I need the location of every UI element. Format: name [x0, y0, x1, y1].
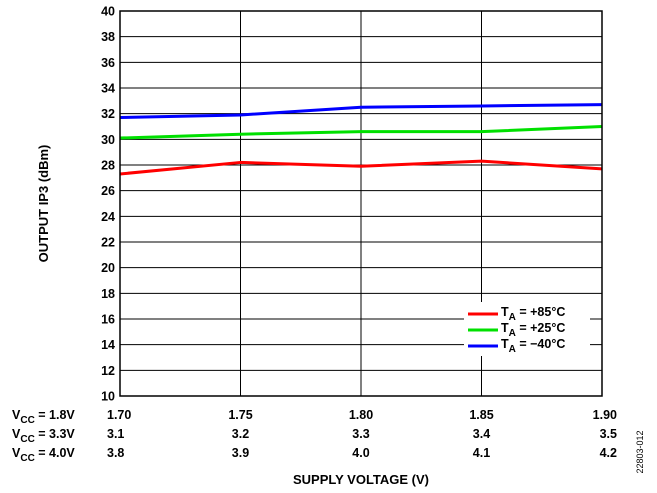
y-tick-label: 22: [101, 236, 115, 250]
y-tick-label: 18: [101, 287, 115, 301]
x-axis-title: SUPPLY VOLTAGE (V): [293, 472, 429, 487]
vcc-row-label-rest: = 4.0V: [35, 446, 76, 460]
legend-entry-sub: A: [509, 344, 516, 355]
x-tick-label: 3.3: [352, 427, 369, 441]
x-tick-label: 1.90: [593, 408, 617, 422]
y-tick-label: 34: [101, 82, 115, 96]
x-tick-label: 4.2: [600, 446, 617, 460]
vcc-row-label: VCC = 4.0V: [12, 446, 75, 464]
y-tick-label: 20: [101, 261, 115, 275]
vcc-row-label: VCC = 1.8V: [12, 408, 75, 426]
x-tick-label: 4.1: [473, 446, 490, 460]
x-tick-label: 3.1: [107, 427, 124, 441]
y-tick-label: 36: [101, 56, 115, 70]
legend-entry-rest: = −40°C: [516, 337, 565, 351]
x-tick-rows: VCC = 1.8V 1.70 1.75 1.80 1.85 1.90 VCC = 3.3V…: [12, 408, 617, 464]
vcc-row-label-sub: CC: [20, 434, 34, 445]
y-tick-label: 12: [101, 364, 115, 378]
x-tick-label: 1.80: [349, 408, 373, 422]
vcc-row-label: VCC = 3.3V: [12, 427, 75, 445]
legend: TA = +85°CTA = +25°CTA = −40°C: [464, 302, 590, 356]
x-tick-label: 1.70: [107, 408, 131, 422]
vcc-row-label-sub: CC: [20, 453, 34, 464]
x-tick-label: 3.4: [473, 427, 490, 441]
x-tick-label: 3.8: [107, 446, 124, 460]
y-tick-label: 38: [101, 30, 115, 44]
x-tick-label: 4.0: [352, 446, 369, 460]
legend-entry-sub: A: [509, 328, 516, 339]
vcc-row-label-rest: = 3.3V: [35, 427, 76, 441]
y-tick-label: 24: [101, 210, 115, 224]
x-tick-label: 3.2: [232, 427, 249, 441]
x-tick-label: 1.75: [228, 408, 252, 422]
legend-entry-rest: = +85°C: [516, 305, 565, 319]
y-tick-label: 26: [101, 184, 115, 198]
y-tick-label: 40: [101, 5, 115, 19]
legend-entry-rest: = +25°C: [516, 321, 565, 335]
x-tick-label: 3.5: [600, 427, 617, 441]
y-axis-title: OUTPUT IP3 (dBm): [36, 145, 51, 263]
y-tick-label: 28: [101, 159, 115, 173]
x-tick-label: 3.9: [232, 446, 249, 460]
figure-code: 22803-012: [635, 430, 645, 473]
legend-entry-sub: A: [509, 312, 516, 323]
y-tick-labels: 10 12 14 16 18 20 22 24 26 28 30 32 34 36 38 40: [101, 5, 115, 404]
y-tick-label: 30: [101, 133, 115, 147]
vcc-row-label-rest: = 1.8V: [35, 408, 76, 422]
y-tick-label: 16: [101, 313, 115, 327]
y-tick-label: 14: [101, 338, 115, 352]
y-tick-label: 10: [101, 390, 115, 404]
y-tick-label: 32: [101, 107, 115, 121]
x-tick-label: 1.85: [469, 408, 493, 422]
vcc-row-label-sub: CC: [20, 415, 34, 426]
